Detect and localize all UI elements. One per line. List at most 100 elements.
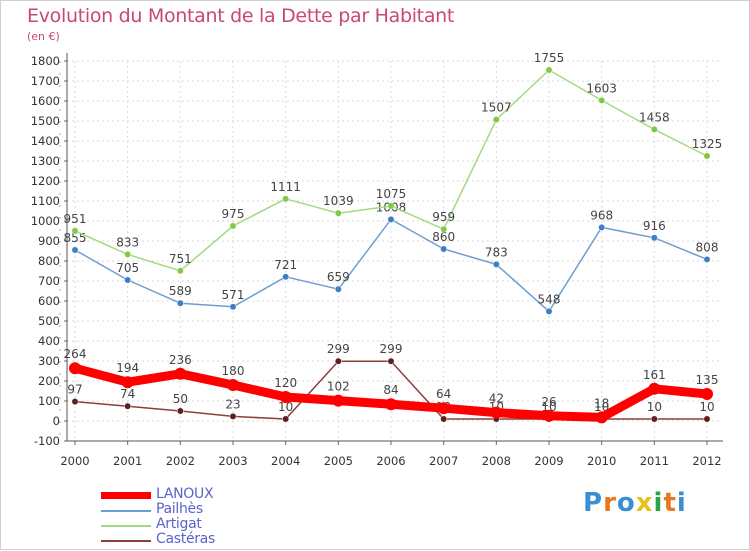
data-point-lanoux [595,411,608,424]
data-label-lanoux: 194 [116,361,139,375]
data-label-casteras: 10 [699,400,714,414]
data-label-casteras: 10 [278,400,293,414]
y-tick-label: 1500 [31,114,60,128]
data-label-pailhes: 808 [696,240,719,254]
brand-letter: o [616,488,636,518]
data-point-casteras [334,357,342,365]
brand-letter: i [653,488,664,518]
x-tick-label: 2010 [587,454,616,468]
y-tick-label: 500 [38,314,60,328]
data-label-pailhes: 968 [590,208,613,222]
data-point-pailhes [176,299,184,307]
y-tick-label: 0 [53,414,60,428]
data-label-artigat: 1603 [586,81,617,95]
data-label-artigat: 1039 [323,194,354,208]
data-label-pailhes: 571 [222,288,245,302]
data-point-pailhes [124,276,132,284]
data-label-artigat: 975 [222,207,245,221]
data-label-lanoux: 135 [696,373,719,387]
data-label-artigat: 1111 [270,180,301,194]
data-label-lanoux: 18 [594,396,609,410]
x-tick-label: 2008 [482,454,511,468]
brand-letter: P [583,488,604,518]
data-label-pailhes: 916 [643,219,666,233]
data-point-artigat [282,195,290,203]
data-point-casteras [387,357,395,365]
x-tick-label: 2007 [429,454,458,468]
data-label-lanoux: 42 [489,392,504,406]
y-tick-label: 1300 [31,154,60,168]
data-label-artigat: 1325 [692,137,723,151]
data-label-lanoux: 236 [169,353,192,367]
y-tick-label: 1400 [31,134,60,148]
data-point-lanoux [701,388,713,400]
y-tick-label: 400 [38,334,60,348]
data-point-artigat [650,125,658,133]
x-tick-label: 2011 [640,454,669,468]
data-point-lanoux [69,362,81,375]
data-label-lanoux: 180 [222,364,245,378]
data-point-artigat [176,267,184,275]
y-tick-label: 900 [38,234,60,248]
data-label-pailhes: 659 [327,270,350,284]
y-tick-label: 600 [38,294,60,308]
x-tick-label: 2009 [534,454,563,468]
data-label-casteras: 299 [327,342,350,356]
data-point-artigat [492,116,500,124]
data-point-pailhes [71,246,79,254]
x-tick-label: 2005 [324,454,353,468]
data-point-artigat [334,209,342,217]
legend-swatch [101,510,151,512]
data-point-lanoux [121,376,134,389]
y-tick-label: 700 [38,274,60,288]
data-label-artigat: 1075 [376,187,407,201]
data-label-artigat: 833 [116,235,139,249]
data-point-artigat [703,152,711,160]
data-label-lanoux: 264 [64,347,87,361]
data-point-casteras [703,415,711,423]
data-point-lanoux [332,394,345,407]
data-point-artigat [387,202,395,210]
data-point-pailhes [703,255,711,263]
y-tick-label: 1800 [31,54,60,68]
y-tick-label: 300 [38,354,60,368]
data-label-pailhes: 548 [538,292,561,306]
data-label-lanoux: 120 [274,376,297,390]
data-label-casteras: 10 [647,400,662,414]
data-point-casteras [650,415,658,423]
data-point-artigat [545,66,553,74]
brand-letter: i [676,488,687,518]
data-label-pailhes: 721 [274,258,297,272]
data-point-pailhes [229,303,237,311]
data-label-pailhes: 860 [432,230,455,244]
data-point-lanoux [648,382,661,395]
data-point-lanoux [174,367,187,380]
data-point-casteras [229,412,237,420]
data-point-casteras [176,407,184,415]
data-label-lanoux: 161 [643,368,666,382]
data-point-lanoux [490,406,503,419]
data-label-casteras: 50 [173,392,188,406]
data-point-lanoux [437,402,450,415]
brand-logo: Proxiti [583,488,687,518]
y-tick-label: 1000 [31,214,60,228]
brand-letter: t [663,488,677,518]
data-point-pailhes [440,245,448,253]
x-tick-label: 2002 [166,454,195,468]
brand-letter: x [635,488,654,518]
data-label-pailhes: 705 [116,261,139,275]
legend-swatch [101,492,151,499]
legend-swatch [101,540,151,542]
data-label-pailhes: 855 [64,231,87,245]
chart-title: Evolution du Montant de la Dette par Hab… [27,5,455,27]
legend-label: LANOUX [156,486,214,502]
data-point-pailhes [598,223,606,231]
data-point-casteras [124,402,132,410]
y-tick-label: -100 [34,434,60,448]
chart-unit: (en €) [27,30,60,43]
data-label-artigat: 959 [432,210,455,224]
data-point-pailhes [650,234,658,242]
data-point-lanoux [385,398,397,411]
